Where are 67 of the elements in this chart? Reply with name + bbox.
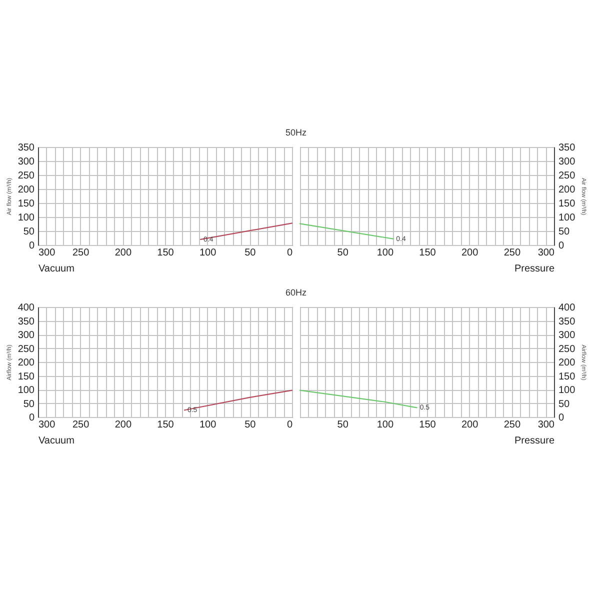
y-tick-label: 400 — [558, 302, 576, 314]
y-tick-label: 350 — [558, 142, 576, 154]
x-tick-label: 150 — [157, 248, 174, 258]
y-tick-label: 250 — [18, 170, 35, 182]
x-tick-label: 250 — [504, 248, 521, 258]
y-tick-label: 100 — [558, 385, 576, 396]
y-tick-label: 300 — [558, 156, 576, 168]
x-tick-label: 100 — [376, 248, 394, 258]
y-tick-label: 50 — [23, 398, 35, 410]
x-tick-label: 50 — [244, 248, 256, 258]
x-tick-label: 0 — [286, 248, 293, 258]
y-tick-label: 350 — [558, 316, 576, 328]
y-tick-label: 250 — [558, 344, 576, 355]
y-tick-label: 200 — [18, 184, 35, 196]
y-tick-label: 150 — [558, 198, 576, 210]
x-tick-label: 250 — [72, 248, 90, 258]
x-tick-label: 100 — [376, 420, 394, 430]
x-tick-label: 0 — [286, 420, 293, 430]
x-tick-label: 50 — [337, 420, 349, 430]
x-tick-label: 200 — [114, 248, 132, 258]
y-tick-label: 100 — [18, 385, 35, 396]
y-tick-label: 0 — [558, 240, 564, 252]
y-tick-label: 150 — [558, 371, 576, 382]
x-tick-label: 150 — [419, 420, 436, 430]
y-tick-label: 0 — [28, 240, 35, 252]
y-tick-label: 150 — [18, 198, 35, 210]
x-tick-label: 150 — [419, 248, 436, 258]
y-tick-label: 50 — [558, 398, 570, 410]
x-tick-label: 300 — [38, 420, 56, 430]
y-tick-label: 50 — [23, 226, 35, 238]
line-series — [299, 390, 418, 408]
x-tick-label: 250 — [72, 420, 90, 430]
y-tick-label: 200 — [558, 358, 576, 368]
x-tick-label: 100 — [199, 420, 217, 430]
y-tick-label: 50 — [558, 226, 570, 238]
y-tick-label: 0 — [558, 412, 564, 424]
y-tick-label: 150 — [18, 371, 35, 382]
y-tick-label: 300 — [18, 330, 35, 341]
y-tick-label: 0 — [28, 412, 35, 424]
x-tick-label: 250 — [504, 420, 521, 430]
y-tick-label: 100 — [18, 212, 35, 224]
x-tick-label: 300 — [538, 248, 555, 258]
y-tick-label: 350 — [18, 316, 35, 328]
x-tick-label: 150 — [157, 420, 174, 430]
y-tick-label: 250 — [558, 170, 576, 182]
x-tick-label: 200 — [461, 420, 479, 430]
x-axis-title: Vacuum — [38, 264, 74, 274]
x-axis-title: Pressure — [514, 264, 555, 274]
chart-title: 50Hz — [285, 128, 307, 138]
y-tick-label: 250 — [18, 344, 35, 355]
x-axis-title: Vacuum — [38, 436, 74, 446]
x-tick-label: 300 — [38, 248, 56, 258]
chart-title: 60Hz — [285, 288, 307, 298]
x-tick-label: 200 — [461, 248, 479, 258]
y-tick-label: 350 — [18, 142, 35, 154]
y-tick-label: 300 — [558, 330, 576, 341]
x-tick-label: 50 — [244, 420, 256, 430]
y-tick-label: 100 — [558, 212, 576, 224]
y-tick-label: 300 — [18, 156, 35, 168]
y-tick-label: 400 — [18, 302, 35, 314]
x-tick-label: 300 — [538, 420, 555, 430]
x-tick-label: 200 — [114, 420, 132, 430]
x-tick-label: 50 — [337, 248, 349, 258]
x-axis-title: Pressure — [514, 436, 555, 446]
y-tick-label: 200 — [18, 358, 35, 368]
x-tick-label: 100 — [199, 248, 217, 258]
y-tick-label: 200 — [558, 184, 576, 196]
